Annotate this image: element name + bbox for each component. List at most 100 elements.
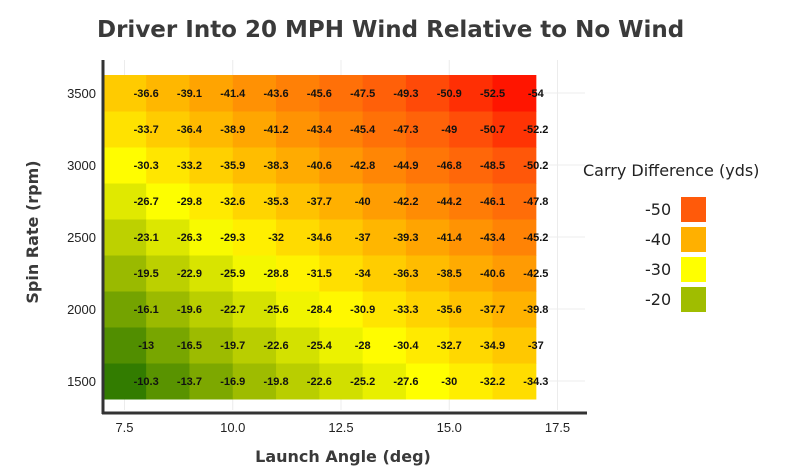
legend-item-label: -40 [645, 230, 671, 249]
heatmap-cell [405, 111, 450, 148]
cell-value-label: -42.2 [393, 196, 418, 208]
legend-title: Carry Difference (yds) [583, 161, 759, 180]
heatmap-cell [102, 183, 147, 220]
heatmap-cells [102, 75, 537, 400]
heatmap-cell [232, 147, 277, 184]
cell-value-label: -10.3 [134, 376, 159, 388]
heatmap-cell [276, 75, 320, 112]
y-tick-label: 3000 [67, 158, 96, 173]
cell-value-label: -22.7 [220, 304, 245, 316]
heatmap-cell [319, 183, 364, 220]
legend-swatch [681, 287, 706, 312]
heatmap-cell [449, 183, 494, 220]
cell-value-label: -41.4 [220, 88, 246, 100]
heatmap-cell [319, 75, 364, 112]
heatmap-cell [362, 219, 407, 256]
cell-value-label: -40 [355, 196, 371, 208]
cell-value-label: -19.8 [264, 376, 289, 388]
cell-value-label: -16.1 [134, 304, 159, 316]
cell-value-label: -28.4 [307, 304, 333, 316]
cell-value-label: -50.2 [523, 160, 548, 172]
cell-value-label: -35.3 [264, 196, 289, 208]
cell-value-label: -33.2 [177, 160, 202, 172]
heatmap-cell [405, 363, 450, 400]
heatmap-cell [449, 255, 494, 292]
heatmap-cell [449, 111, 494, 148]
heatmap-cell [449, 291, 494, 328]
cell-value-label: -32 [268, 232, 284, 244]
heatmap-cell [276, 219, 320, 256]
heatmap-cell [319, 255, 364, 292]
cell-value-label: -16.5 [177, 340, 202, 352]
heatmap-cell [492, 75, 537, 112]
heatmap-cell [146, 291, 190, 328]
heatmap-cell [319, 363, 364, 400]
heatmap-cell [276, 255, 320, 292]
heatmap-cell [146, 183, 190, 220]
cell-value-label: -32.2 [480, 376, 505, 388]
cell-value-label: -36.3 [393, 268, 418, 280]
heatmap-cell [146, 147, 190, 184]
y-tick-label: 2500 [67, 230, 96, 245]
cell-value-label: -25.9 [220, 268, 245, 280]
heatmap-cell [232, 111, 277, 148]
heatmap-cell-labels: -10.3 -13.7 -16.9 -19.8 -22.6 -25.2 -27.6 -30 -3… [134, 88, 549, 388]
heatmap-cell [189, 75, 234, 112]
cell-value-label: -33.7 [134, 124, 159, 136]
heatmap-cell [189, 291, 234, 328]
cell-value-label: -44.2 [437, 196, 462, 208]
chart-title: Driver Into 20 MPH Wind Relative to No W… [97, 17, 684, 43]
cell-value-label: -38.9 [220, 124, 245, 136]
heatmap-cell [362, 111, 407, 148]
tick-labels: 1500 2000 2500 3000 3500 7.5 10.0 12.5 15.0 17.5 [67, 86, 570, 435]
heatmap-cell [492, 327, 537, 364]
y-tick-label: 3500 [67, 86, 96, 101]
cell-value-label: -27.6 [393, 376, 418, 388]
heatmap-cell [405, 147, 450, 184]
cell-value-label: -36.4 [177, 124, 203, 136]
heatmap-cell [319, 291, 364, 328]
cell-value-label: -50.9 [437, 88, 462, 100]
heatmap-cell [492, 111, 537, 148]
cell-value-label: -19.6 [177, 304, 202, 316]
cell-value-label: -22.9 [177, 268, 202, 280]
heatmap-cell [276, 183, 320, 220]
legend-item-label: -50 [645, 200, 671, 219]
legend-item-label: -20 [645, 290, 671, 309]
x-tick-label: 10.0 [220, 420, 245, 435]
heatmap-cell [362, 147, 407, 184]
heatmap-cell [405, 183, 450, 220]
heatmap-cell [189, 327, 234, 364]
cell-value-label: -39.1 [177, 88, 202, 100]
heatmap-cell [232, 183, 277, 220]
heatmap-cell [492, 219, 537, 256]
heatmap-cell [276, 327, 320, 364]
heatmap-cell [276, 363, 320, 400]
x-tick-label: 15.0 [437, 420, 462, 435]
legend-swatch [681, 257, 706, 282]
cell-value-label: -16.9 [220, 376, 245, 388]
cell-value-label: -43.4 [480, 232, 506, 244]
cell-value-label: -37 [355, 232, 371, 244]
cell-value-label: -41.2 [264, 124, 289, 136]
cell-value-label: -52.5 [480, 88, 505, 100]
cell-value-label: -47.5 [350, 88, 375, 100]
cell-value-label: -25.4 [307, 340, 333, 352]
cell-value-label: -38.3 [264, 160, 289, 172]
heatmap-cell [102, 327, 147, 364]
legend: Carry Difference (yds) -50 -40 -30 -20 [583, 161, 759, 312]
heatmap-cell [405, 75, 450, 112]
cell-value-label: -42.5 [523, 268, 548, 280]
heatmap-cell [102, 75, 147, 112]
cell-value-label: -35.9 [220, 160, 245, 172]
heatmap-cell [189, 147, 234, 184]
cell-value-label: -43.4 [307, 124, 333, 136]
heatmap-cell [232, 219, 277, 256]
cell-value-label: -30.3 [134, 160, 159, 172]
cell-value-label: -22.6 [264, 340, 289, 352]
x-tick-label: 12.5 [328, 420, 353, 435]
cell-value-label: -47.3 [393, 124, 418, 136]
heatmap-cell [102, 363, 147, 400]
heatmap-cell [146, 219, 190, 256]
heatmap-cell [102, 147, 147, 184]
